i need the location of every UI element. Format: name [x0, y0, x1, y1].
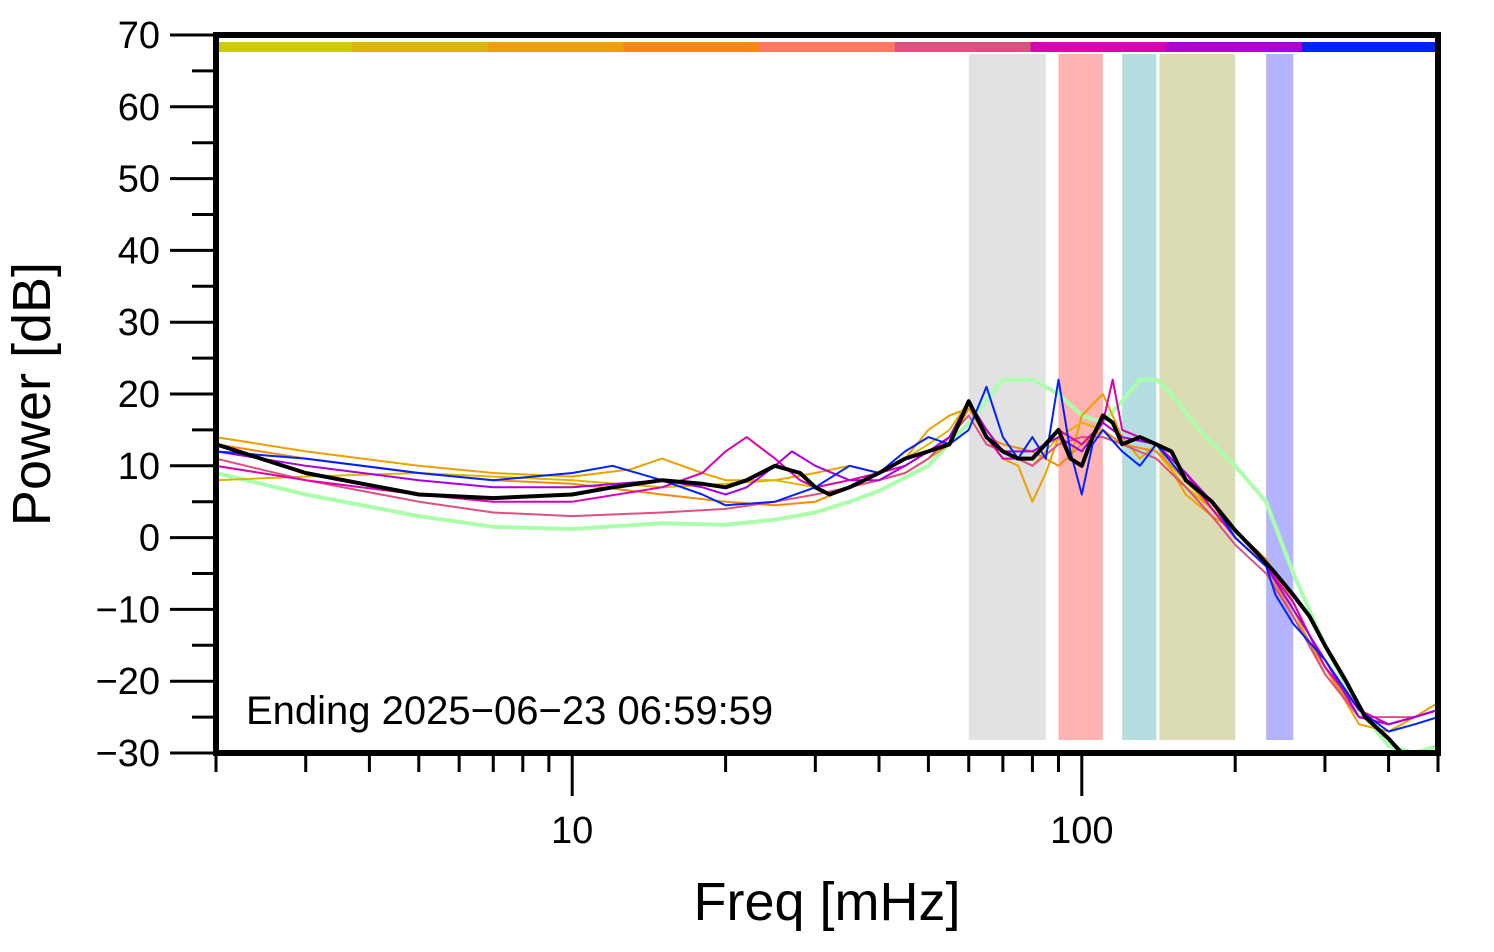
time-color-bar: [216, 42, 1439, 52]
x-tick-label: 100: [1050, 810, 1113, 852]
x-axis: 10 100: [214, 753, 1440, 852]
series-line-8: [216, 378, 1438, 733]
y-tick-label: 60: [118, 87, 160, 129]
y-tick-label: 30: [118, 302, 160, 344]
y-tick-label: −30: [96, 733, 160, 775]
spectrum-series: [216, 377, 1438, 753]
y-tick-label: 40: [118, 230, 160, 272]
time-bar-segment: [1302, 42, 1439, 52]
time-bar-segment: [351, 42, 489, 52]
band-5: [1266, 54, 1294, 740]
series-line-4: [216, 407, 1438, 726]
ending-annotation: Ending 2025−06−23 06:59:59: [246, 689, 773, 733]
series-line-5: [216, 414, 1438, 719]
y-tick-label: 0: [139, 518, 160, 560]
series-line-1: [216, 377, 1438, 753]
time-bar-segment: [623, 42, 760, 52]
series-line-9: [216, 399, 1405, 753]
y-tick-label: −10: [96, 589, 160, 631]
x-tick-label: 10: [551, 810, 593, 852]
time-bar-segment: [1030, 42, 1167, 52]
time-bar-segment: [759, 42, 896, 52]
band-4: [1159, 54, 1236, 740]
frequency-bands: [968, 54, 1294, 740]
time-bar-segment: [894, 42, 1032, 52]
y-tick-label: 10: [118, 446, 160, 488]
y-tick-label: 20: [118, 374, 160, 416]
time-bar-segment: [216, 42, 353, 52]
time-bar-segment: [1166, 42, 1303, 52]
y-axis: −30 −20 −10 0 10 20 30 40 50 60 70: [96, 15, 216, 775]
y-axis-title: Power [dB]: [2, 262, 62, 526]
plot-frame: [213, 32, 1441, 756]
band-2: [1058, 54, 1103, 740]
band-1: [968, 54, 1046, 740]
y-tick-label: 50: [118, 159, 160, 201]
y-tick-label: −20: [96, 661, 160, 703]
time-bar-segment: [487, 42, 624, 52]
y-tick-label: 70: [118, 15, 160, 57]
x-axis-title: Freq [mHz]: [693, 872, 960, 932]
